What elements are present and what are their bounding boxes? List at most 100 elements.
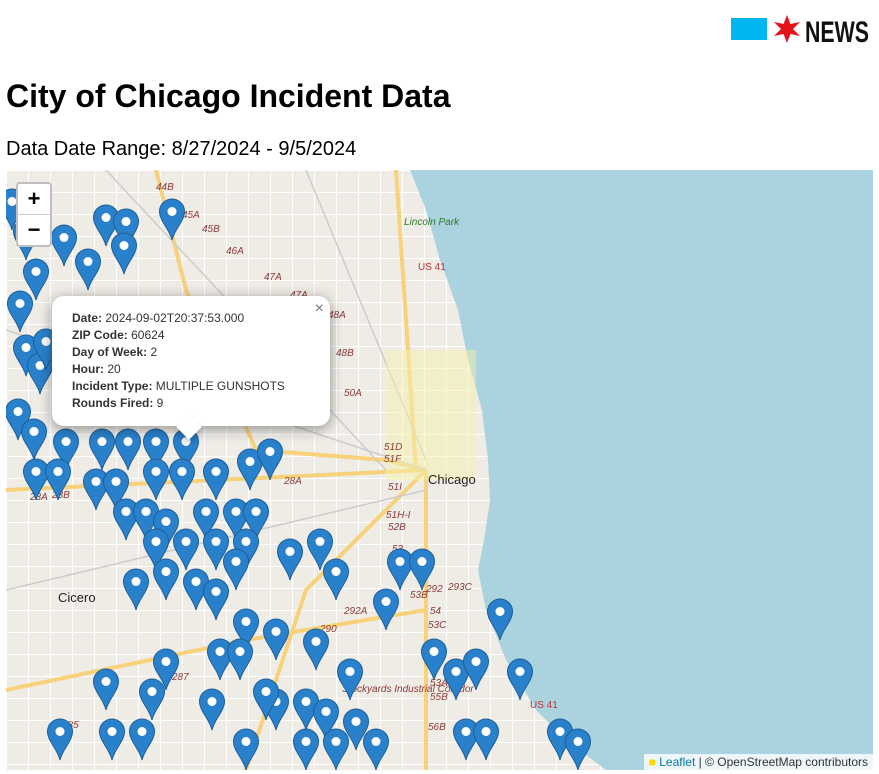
incident-marker[interactable] [312,698,340,741]
incident-marker[interactable] [112,498,140,541]
incident-marker[interactable] [202,578,230,621]
incident-marker[interactable] [142,528,170,571]
popup-row: Day of Week: 2 [72,344,285,361]
incident-marker[interactable] [74,248,102,291]
incident-marker[interactable] [82,468,110,511]
incident-marker[interactable] [202,528,230,571]
incident-marker[interactable] [98,718,126,761]
incident-marker[interactable] [372,588,400,631]
incident-marker[interactable] [172,528,200,571]
incident-marker[interactable] [192,498,220,541]
incident-marker[interactable] [128,718,156,761]
incident-marker[interactable] [442,658,470,701]
map[interactable]: Lincoln Park US 41 Chicago Cicero Stockyards… [6,170,873,770]
incident-marker[interactable] [420,638,448,681]
incident-marker[interactable] [232,608,260,651]
incident-marker[interactable] [386,548,414,591]
incident-marker[interactable] [486,598,514,641]
incident-marker[interactable] [50,224,78,267]
incident-marker[interactable] [322,728,350,770]
map-label: 51I [388,482,402,493]
incident-marker[interactable] [92,668,120,711]
incident-marker[interactable] [336,658,364,701]
incident-marker[interactable] [206,638,234,681]
incident-marker[interactable] [152,648,180,691]
incident-marker[interactable] [6,290,34,333]
incident-marker[interactable] [44,458,72,501]
incident-marker[interactable] [322,558,350,601]
incident-marker[interactable] [168,458,196,501]
map-label: 53B [410,590,428,601]
incident-marker[interactable] [292,688,320,731]
incident-marker[interactable] [182,568,210,611]
field-label: Day of Week: [72,345,148,359]
incident-marker[interactable] [506,658,534,701]
incident-marker[interactable] [232,728,260,770]
field-value: 60624 [131,328,165,342]
incident-marker[interactable] [236,448,264,491]
map-label: 23A [29,492,48,503]
incident-marker[interactable] [226,638,254,681]
map-label: 51D [384,442,402,453]
popup-close[interactable]: × [314,300,324,317]
incident-marker[interactable] [362,728,390,770]
zoom-out[interactable]: − [18,214,50,245]
news-logo[interactable]: NEWS [731,12,871,46]
incident-marker[interactable] [22,458,50,501]
incident-marker[interactable] [46,718,74,761]
map-label: 53A [430,678,448,689]
incident-marker[interactable] [114,428,142,471]
map-label: Stockyards Industrial Corridor [342,684,474,695]
incident-marker[interactable] [256,438,284,481]
incident-marker[interactable] [88,428,116,471]
incident-marker[interactable] [222,548,250,591]
field-value: 2 [150,345,158,359]
downtown [386,350,476,480]
incident-marker[interactable] [52,428,80,471]
incident-marker[interactable] [462,648,490,691]
popup-row: ZIP Code: 60624 [72,327,285,344]
incident-marker[interactable] [152,558,180,601]
incident-marker[interactable] [276,538,304,581]
map-label: 48B [336,348,354,359]
incident-marker[interactable] [342,708,370,751]
incident-marker[interactable] [142,428,170,471]
map-label: US 41 [530,700,558,711]
incident-marker[interactable] [22,258,50,301]
incident-marker[interactable] [292,728,320,770]
incident-marker[interactable] [110,232,138,275]
zoom-in[interactable]: + [27,186,41,211]
incident-marker[interactable] [142,458,170,501]
incident-marker[interactable] [472,718,500,761]
incident-marker[interactable] [20,418,48,461]
incident-marker[interactable] [262,618,290,661]
map-label: 23B [51,490,70,501]
incident-marker[interactable] [306,528,334,571]
incident-marker[interactable] [408,548,436,591]
incident-marker[interactable] [198,688,226,731]
field-value: 9 [156,396,164,410]
incident-marker[interactable] [302,628,330,671]
map-label: 47A [264,272,282,283]
map-label: 287 [171,672,189,683]
incident-marker[interactable] [112,208,140,251]
incident-marker[interactable] [564,728,592,770]
incident-marker[interactable] [252,678,280,721]
incident-marker[interactable] [222,498,250,541]
field-label: Hour: [72,362,104,376]
incident-marker[interactable] [102,468,130,511]
incident-marker[interactable] [202,458,230,501]
incident-marker[interactable] [138,678,166,721]
incident-marker[interactable] [242,498,270,541]
zoom-control: + − [16,182,52,247]
incident-marker[interactable] [158,198,186,241]
logo-bar [731,18,767,40]
incident-marker[interactable] [122,568,150,611]
leaflet-link[interactable]: Leaflet [659,755,696,769]
incident-marker[interactable] [452,718,480,761]
popup-content: Date: 2024-09-02T20:37:53.000 ZIP Code: 6… [72,310,285,412]
map-label: 48A [328,310,346,321]
popup-row: Incident Type: MULTIPLE GUNSHOTS [72,378,285,395]
field-label: Incident Type: [72,379,153,393]
map-label: 46A [226,246,244,257]
